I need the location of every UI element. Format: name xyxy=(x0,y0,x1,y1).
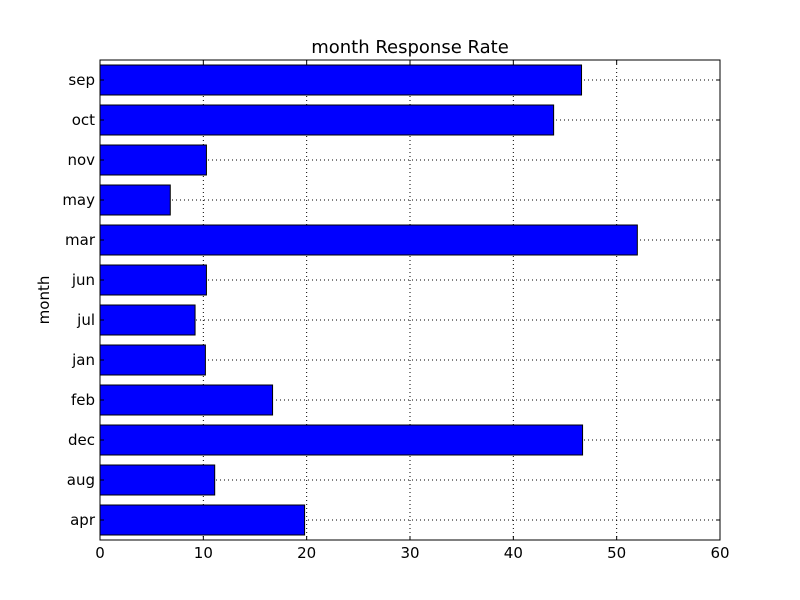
bar-nov xyxy=(99,144,207,176)
bars-layer xyxy=(99,64,638,536)
x-tick-label: 60 xyxy=(710,544,729,562)
bar-jul xyxy=(99,304,196,336)
x-tick-label: 50 xyxy=(607,544,626,562)
y-tick-label: sep xyxy=(68,71,95,89)
chart-title: month Response Rate xyxy=(311,37,509,58)
bar-feb xyxy=(99,384,274,416)
bar-mar xyxy=(99,224,638,256)
y-tick-label: oct xyxy=(72,111,95,129)
plot-frame xyxy=(99,59,721,541)
bar-may xyxy=(99,184,171,216)
bar-oct xyxy=(99,104,555,136)
x-tick-label: 40 xyxy=(504,544,523,562)
y-tick-label: mar xyxy=(65,231,96,249)
y-tick-label: dec xyxy=(68,431,95,449)
bar-jun xyxy=(99,264,207,296)
x-tick-label: 10 xyxy=(194,544,213,562)
y-tick-label: feb xyxy=(71,391,95,409)
bar-sep xyxy=(99,64,583,96)
y-tick-label: aug xyxy=(67,471,95,489)
y-tick-label: jan xyxy=(71,351,95,369)
x-tick-label: 30 xyxy=(400,544,419,562)
y-tick-label: apr xyxy=(70,511,96,529)
y-axis-label: month xyxy=(35,276,53,325)
grid-layer xyxy=(100,60,720,540)
bar-apr xyxy=(99,504,306,536)
bar-dec xyxy=(99,424,584,456)
x-tick-label: 20 xyxy=(297,544,316,562)
y-tick-label: may xyxy=(62,191,95,209)
bar-jan xyxy=(99,344,206,376)
y-tick-label: jul xyxy=(76,311,95,329)
bar-aug xyxy=(99,464,216,496)
x-tick-label: 0 xyxy=(95,544,105,562)
y-tick-label: nov xyxy=(67,151,95,169)
y-tick-label: jun xyxy=(71,271,95,289)
ticks-layer: 0 10 20 30 40 50 60 apr aug dec feb jan jul jun mar may… xyxy=(62,60,730,562)
